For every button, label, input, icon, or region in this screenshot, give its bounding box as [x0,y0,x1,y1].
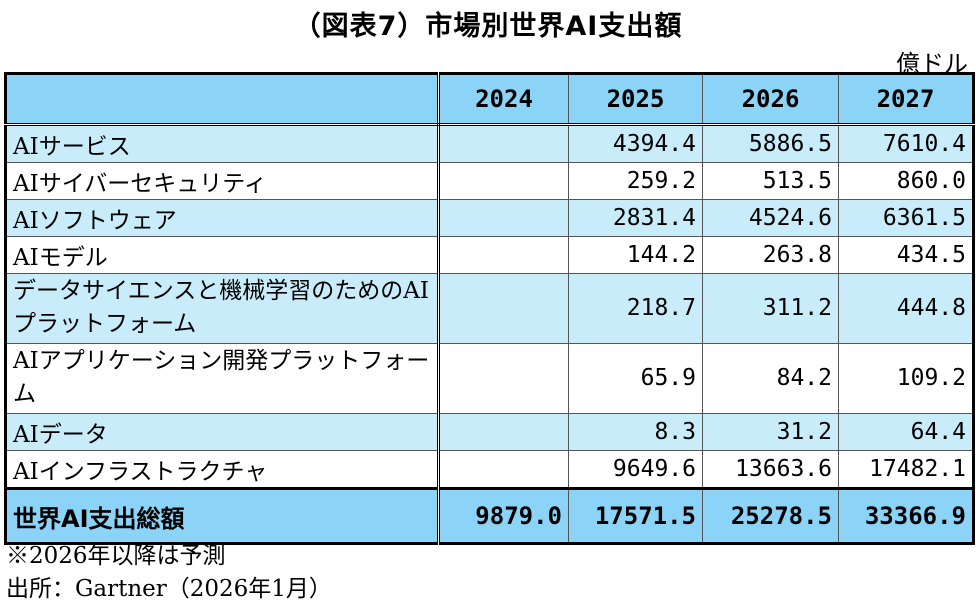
cell-value [438,273,569,344]
cell-value [438,162,569,200]
row-label: データサイエンスと機械学習のためのAIプラットフォーム [4,273,440,344]
row-label: AIデータ [4,413,440,451]
row-label: AIサイバーセキュリティ [4,162,440,200]
cell-value: 2831.4 [568,199,703,237]
cell-value: 4394.4 [568,124,703,163]
row-label: AIアプリケーション開発プラットフォーム [4,343,440,414]
forecast-note: ※2026年以降は予測 [6,543,226,569]
cell-value: 31.2 [702,413,839,451]
row-label: AIソフトウェア [4,199,440,237]
header-year: 2026 [702,72,839,126]
table-row: AIインフラストラクチャ 9649.6 13663.6 17482.1 [4,450,975,489]
spending-table: 2024 2025 2026 2027 AIサービス 4394.4 5886.5… [4,72,975,545]
header-year: 2024 [438,72,569,126]
cell-value [438,124,569,163]
cell-value: 860.0 [838,162,975,200]
total-value: 17571.5 [568,487,703,545]
cell-value [438,236,569,274]
header-year: 2025 [568,72,703,126]
cell-value: 9649.6 [568,450,703,489]
total-row: 世界AI支出総額 9879.0 17571.5 25278.5 33366.9 [4,487,975,545]
cell-value: 13663.6 [702,450,839,489]
total-value: 9879.0 [438,487,569,545]
table-row: データサイエンスと機械学習のためのAIプラットフォーム 218.7 311.2 … [4,273,975,344]
cell-value: 4524.6 [702,199,839,237]
cell-value [438,450,569,489]
table-row: AIソフトウェア 2831.4 4524.6 6361.5 [4,199,975,237]
cell-value: 513.5 [702,162,839,200]
cell-value: 8.3 [568,413,703,451]
cell-value: 65.9 [568,343,703,414]
table-row: AIサービス 4394.4 5886.5 7610.4 [4,124,975,163]
row-label: AIモデル [4,236,440,274]
total-value: 25278.5 [702,487,839,545]
total-value: 33366.9 [838,487,975,545]
table-row: AIモデル 144.2 263.8 434.5 [4,236,975,274]
table-row: AIアプリケーション開発プラットフォーム 65.9 84.2 109.2 [4,343,975,414]
cell-value: 64.4 [838,413,975,451]
cell-value [438,199,569,237]
cell-value: 5886.5 [702,124,839,163]
row-label: AIサービス [4,124,440,163]
cell-value [438,343,569,414]
header-year: 2027 [838,72,975,126]
header-corner [4,72,440,126]
header-row: 2024 2025 2026 2027 [4,72,975,126]
cell-value: 218.7 [568,273,703,344]
cell-value: 144.2 [568,236,703,274]
cell-value: 444.8 [838,273,975,344]
cell-value: 17482.1 [838,450,975,489]
chart-title: （図表7）市場別世界AI支出額 [293,11,683,42]
cell-value: 6361.5 [838,199,975,237]
table-row: AIデータ 8.3 31.2 64.4 [4,413,975,451]
cell-value: 434.5 [838,236,975,274]
cell-value: 311.2 [702,273,839,344]
cell-value: 259.2 [568,162,703,200]
source-note: 出所：Gartner（2026年1月） [6,576,332,602]
cell-value: 263.8 [702,236,839,274]
cell-value: 84.2 [702,343,839,414]
cell-value: 7610.4 [838,124,975,163]
cell-value: 109.2 [838,343,975,414]
row-label: AIインフラストラクチャ [4,450,440,489]
cell-value [438,413,569,451]
total-label: 世界AI支出総額 [4,487,440,545]
table-row: AIサイバーセキュリティ 259.2 513.5 860.0 [4,162,975,200]
